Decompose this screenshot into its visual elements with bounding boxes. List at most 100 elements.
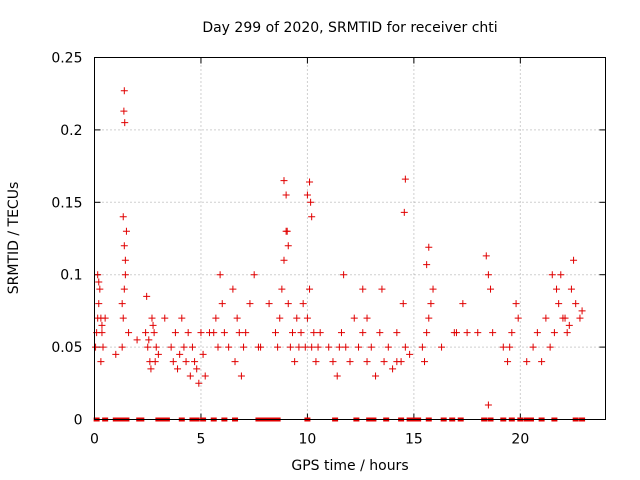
data-point (188, 343, 196, 351)
data-point (303, 191, 311, 199)
data-point (180, 343, 188, 351)
data-point (314, 343, 322, 351)
data-point (335, 343, 343, 351)
data-point (399, 300, 407, 308)
data-point (92, 343, 100, 351)
data-point (487, 285, 495, 293)
data-point (246, 300, 254, 308)
data-point (220, 329, 228, 337)
data-point (120, 87, 128, 95)
data-point (161, 314, 169, 322)
data-point (363, 314, 371, 322)
data-point (299, 300, 307, 308)
data-point (303, 314, 311, 322)
data-point (149, 321, 157, 329)
data-point (363, 358, 371, 366)
data-point (152, 343, 160, 351)
data-point (421, 358, 429, 366)
data-point (295, 343, 303, 351)
data-point (242, 329, 250, 337)
y-tick-label: 0.25 (51, 51, 82, 67)
data-point (118, 343, 126, 351)
data-point (384, 343, 392, 351)
data-point (308, 213, 316, 221)
x-tick-label: 0 (90, 432, 99, 448)
data-point (489, 329, 497, 337)
data-point (380, 358, 388, 366)
data-point (376, 329, 384, 337)
data-point (425, 243, 433, 251)
data-point (283, 227, 291, 235)
data-point (367, 343, 375, 351)
data-point (316, 329, 324, 337)
data-point (400, 208, 408, 216)
data-point (205, 329, 213, 337)
x-tick-label: 5 (196, 432, 205, 448)
data-point (499, 343, 507, 351)
data-point (506, 343, 514, 351)
grid-lines (94, 57, 606, 420)
data-point (98, 321, 106, 329)
data-point (95, 300, 103, 308)
data-point (340, 271, 348, 279)
data-point (484, 401, 492, 409)
data-point (308, 343, 316, 351)
data-point (538, 358, 546, 366)
data-point (120, 242, 128, 250)
data-point (151, 358, 159, 366)
data-point (147, 365, 155, 373)
data-point (401, 343, 409, 351)
data-point (201, 372, 209, 380)
data-point (148, 314, 156, 322)
data-point (546, 343, 554, 351)
data-point (271, 329, 279, 337)
data-point (212, 314, 220, 322)
data-points (92, 87, 586, 422)
data-point (438, 343, 446, 351)
data-point (176, 350, 184, 358)
y-tick-label: 0.05 (51, 340, 82, 356)
data-point (120, 285, 128, 293)
data-point (225, 343, 233, 351)
data-point (406, 350, 414, 358)
chart-title: Day 299 of 2020, SRMTID for receiver cht… (202, 20, 497, 36)
data-point (97, 358, 105, 366)
data-point (565, 321, 573, 329)
data-point (178, 314, 186, 322)
data-point (218, 300, 226, 308)
data-point (121, 271, 129, 279)
data-point (307, 198, 315, 206)
data-point (512, 300, 520, 308)
data-point (286, 343, 294, 351)
data-point (191, 358, 199, 366)
data-point (119, 314, 127, 322)
data-point (229, 285, 237, 293)
data-point (350, 314, 358, 322)
data-point (214, 343, 222, 351)
y-tick-label: 0.15 (51, 195, 82, 211)
data-point (276, 314, 284, 322)
data-point (101, 314, 109, 322)
data-point (289, 329, 297, 337)
data-point (121, 256, 129, 264)
data-point (240, 343, 248, 351)
y-tick-label: 0.2 (60, 123, 82, 139)
data-point (555, 300, 563, 308)
data-point (280, 177, 288, 185)
data-point (572, 300, 580, 308)
data-point (98, 329, 106, 337)
data-point (195, 379, 203, 387)
data-point (359, 285, 367, 293)
data-point (563, 329, 571, 337)
data-point (337, 329, 345, 337)
data-point (171, 329, 179, 337)
data-point (233, 314, 241, 322)
axis-ticks (94, 57, 606, 420)
y-axis-label: SRMTID / TECUs (6, 182, 22, 295)
data-point (508, 329, 516, 337)
data-point (154, 350, 162, 358)
data-point (429, 285, 437, 293)
data-point (359, 329, 367, 337)
data-point (474, 329, 482, 337)
